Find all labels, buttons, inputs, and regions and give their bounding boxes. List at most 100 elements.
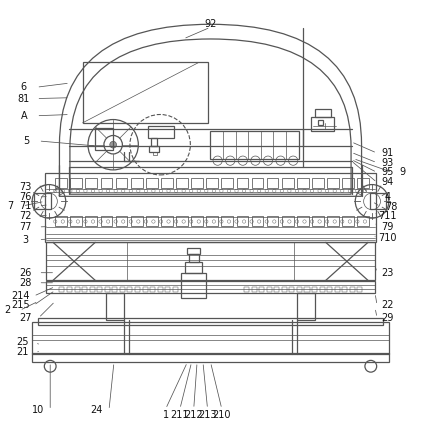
Text: 26: 26 [20,268,32,278]
Bar [342,178,354,188]
Text: 1: 1 [163,410,169,420]
Bar [181,273,206,298]
Bar [297,287,302,291]
Bar [357,217,369,225]
Text: 79: 79 [381,222,394,232]
Text: 27: 27 [20,313,32,323]
Bar [55,178,67,188]
Text: 213: 213 [198,410,217,420]
Bar [82,287,87,291]
Text: 28: 28 [20,278,32,288]
Text: 77: 77 [20,222,32,232]
Bar [259,287,264,291]
Text: A: A [21,111,27,121]
Bar [312,178,324,188]
Text: 215: 215 [11,300,30,311]
Bar [176,217,188,225]
Bar [267,217,278,225]
Bar [327,287,332,291]
Bar [165,287,170,291]
Bar [289,287,294,291]
Bar [161,178,173,188]
Bar [312,287,317,291]
Bar [146,178,157,188]
Bar [297,217,309,225]
Text: 9: 9 [400,167,406,177]
Bar [206,178,218,188]
Bar [327,178,339,188]
Bar [267,178,278,188]
Bar [101,178,112,188]
Bar [38,318,383,325]
Bar [274,287,279,291]
Bar [157,287,163,291]
Bar [304,287,309,291]
Bar [185,262,202,273]
Bar [173,287,178,291]
Bar [176,178,188,188]
Circle shape [110,141,117,148]
Bar [83,62,208,123]
Text: 212: 212 [184,410,203,420]
Bar [357,178,369,188]
Bar [105,287,110,291]
Bar [106,293,125,320]
Bar [221,178,233,188]
Bar [161,217,173,225]
Bar [370,193,386,209]
Bar [252,178,264,188]
Bar [221,217,233,225]
Bar [34,193,51,209]
Bar [46,242,375,280]
Bar [320,287,325,291]
Text: 7: 7 [7,201,13,211]
Text: 211: 211 [171,410,189,420]
Text: 6: 6 [21,82,27,92]
Text: 78: 78 [385,202,397,212]
Bar [46,281,375,293]
Bar [237,178,248,188]
Bar [267,287,272,291]
Bar [120,287,125,291]
Text: 214: 214 [12,291,30,301]
Bar [296,293,315,320]
Bar [149,146,159,152]
Bar [75,287,80,291]
Text: 24: 24 [90,405,103,416]
Text: 73: 73 [20,182,32,192]
Bar [210,131,298,159]
Bar [311,117,334,131]
Bar [112,287,117,291]
Bar [85,217,97,225]
Text: 4: 4 [384,192,391,202]
Bar [191,178,203,188]
Text: 210: 210 [213,410,231,420]
Bar [55,217,67,225]
Bar [152,152,157,155]
Text: 92: 92 [204,19,217,29]
Bar [189,254,199,262]
Bar [95,128,113,150]
Bar [131,217,143,225]
Bar [59,287,64,291]
Bar [342,287,347,291]
Text: 25: 25 [16,338,29,347]
Bar [206,217,218,225]
Bar [357,287,362,291]
Bar [317,120,322,125]
Bar [70,178,82,188]
Bar [191,217,203,225]
Bar [70,217,82,225]
Text: 22: 22 [381,300,394,311]
Text: 23: 23 [381,268,394,278]
Bar [237,217,248,225]
Text: 91: 91 [381,148,394,158]
Bar [312,217,324,225]
Bar [32,353,389,362]
Bar [282,217,293,225]
Bar [116,178,128,188]
Bar [252,287,257,291]
Bar [187,248,200,254]
Bar [151,138,157,146]
Bar [282,178,293,188]
